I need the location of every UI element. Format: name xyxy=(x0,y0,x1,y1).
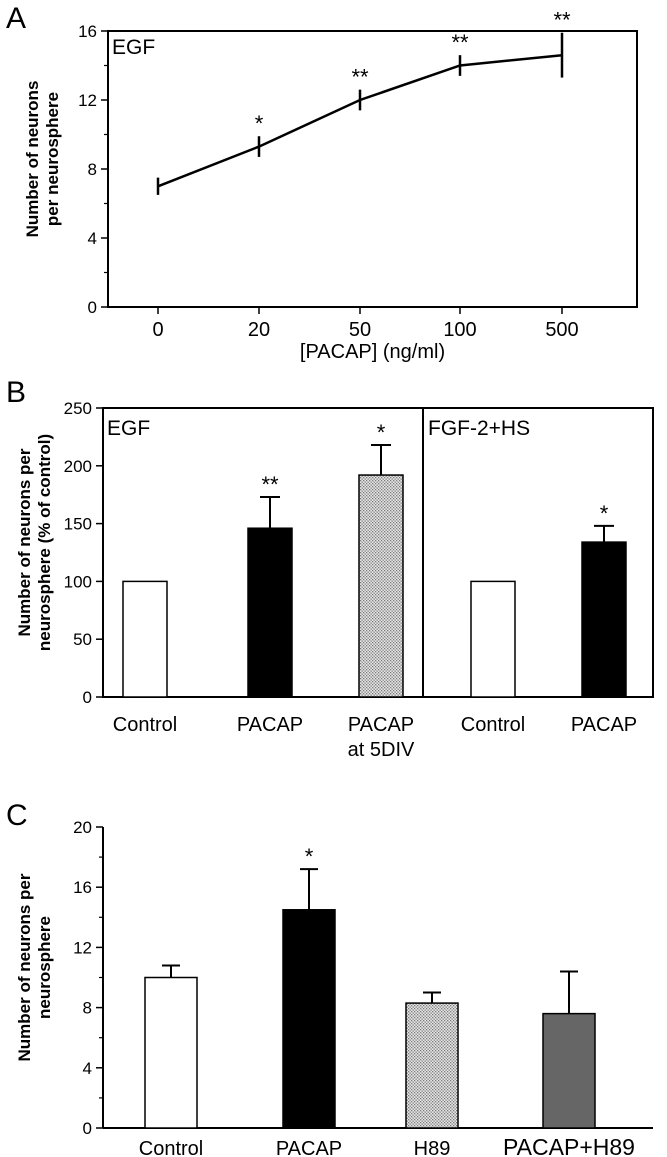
x-tick-label: Control xyxy=(461,714,525,736)
significance-marker: ** xyxy=(261,472,279,497)
y-tick-label: 16 xyxy=(78,22,97,41)
x-tick-label: H89 xyxy=(414,1138,451,1157)
bar xyxy=(358,474,404,698)
significance-marker: * xyxy=(305,844,314,869)
x-tick-label: Control xyxy=(139,1138,203,1157)
bar xyxy=(144,976,198,1129)
y-axis-label-line: neurosphere (% of control) xyxy=(35,434,54,651)
bar xyxy=(581,541,627,698)
y-axis-label-line: Number of neurons xyxy=(23,81,42,238)
y-tick-label: 4 xyxy=(88,229,97,248)
panel-letter-a: A xyxy=(6,2,26,35)
y-tick-label: 12 xyxy=(73,938,92,957)
panel-letter-b: B xyxy=(6,376,26,409)
significance-marker: * xyxy=(377,420,386,445)
panel-c-bar-chart: 0 4 8 12 16 20 Number of neurons perneurospher… xyxy=(15,818,653,1157)
y-tick-label: 4 xyxy=(83,1059,92,1078)
y-tick-label: 8 xyxy=(88,160,97,179)
y-axis-label-line: per neurosphere xyxy=(43,92,62,226)
y-tick-label: 8 xyxy=(83,999,92,1018)
y-axis-label-line: Number of neurons per xyxy=(15,448,34,636)
condition-label: EGF xyxy=(112,36,155,59)
panel-b-bar-chart: 0 50 100 150 200 250 Number of neurons perneur… xyxy=(15,399,654,761)
y-tick-label: 100 xyxy=(64,572,92,591)
y-tick-label: 50 xyxy=(73,630,92,649)
y-tick-label: 0 xyxy=(83,688,92,707)
x-tick-label: Control xyxy=(113,714,177,736)
y-tick-label: 0 xyxy=(88,298,97,317)
panel-letter-c: C xyxy=(6,799,28,832)
y-axis-label-line: Number of neurons per xyxy=(15,873,34,1061)
y-axis-label-line: neurosphere xyxy=(35,916,54,1019)
bar xyxy=(122,580,168,698)
y-axis-label: Number of neuronsper neurosphere xyxy=(23,81,62,238)
y-tick-label: 250 xyxy=(64,399,92,418)
y-tick-label: 20 xyxy=(73,818,92,837)
plot-frame xyxy=(107,30,638,308)
x-tick-label: PACAP xyxy=(571,714,637,736)
significance-marker: * xyxy=(255,111,264,136)
panel-a-line-chart: 0 4 8 12 16 0 20 50 100 500 [PACAP] (ng/ml) Number … xyxy=(23,8,638,363)
x-tick-label: PACAP xyxy=(276,1138,342,1157)
bar xyxy=(247,527,293,698)
x-tick-label: PACAP xyxy=(237,714,303,736)
x-tick-label: 0 xyxy=(152,319,163,341)
significance-marker: * xyxy=(600,501,609,526)
y-tick-label: 200 xyxy=(64,457,92,476)
bar xyxy=(542,1012,596,1129)
x-tick-label: at 5DIV xyxy=(348,739,415,761)
condition-label: EGF xyxy=(107,417,150,440)
bar xyxy=(470,580,516,698)
y-tick-label: 0 xyxy=(83,1119,92,1138)
x-tick-label: 50 xyxy=(349,319,371,341)
y-tick-label: 150 xyxy=(64,515,92,534)
x-tick-label: 100 xyxy=(443,319,476,341)
bar xyxy=(282,909,336,1129)
significance-marker: ** xyxy=(351,65,369,90)
x-tick-label: 20 xyxy=(248,319,270,341)
condition-label: FGF-2+HS xyxy=(428,417,530,440)
x-tick-label: 500 xyxy=(545,319,578,341)
x-tick-label: PACAP+H89 xyxy=(503,1134,635,1157)
y-axis-label: Number of neurons perneurosphere xyxy=(15,873,54,1061)
x-axis-label: [PACAP] (ng/ml) xyxy=(300,341,445,363)
x-tick-label: PACAP xyxy=(348,714,414,736)
significance-marker: ** xyxy=(553,8,571,33)
significance-marker: ** xyxy=(451,30,469,55)
y-tick-label: 16 xyxy=(73,878,92,897)
bar xyxy=(405,1002,459,1129)
y-tick-label: 12 xyxy=(78,91,97,110)
y-axis-label: Number of neurons perneurosphere (% of c… xyxy=(15,434,54,651)
